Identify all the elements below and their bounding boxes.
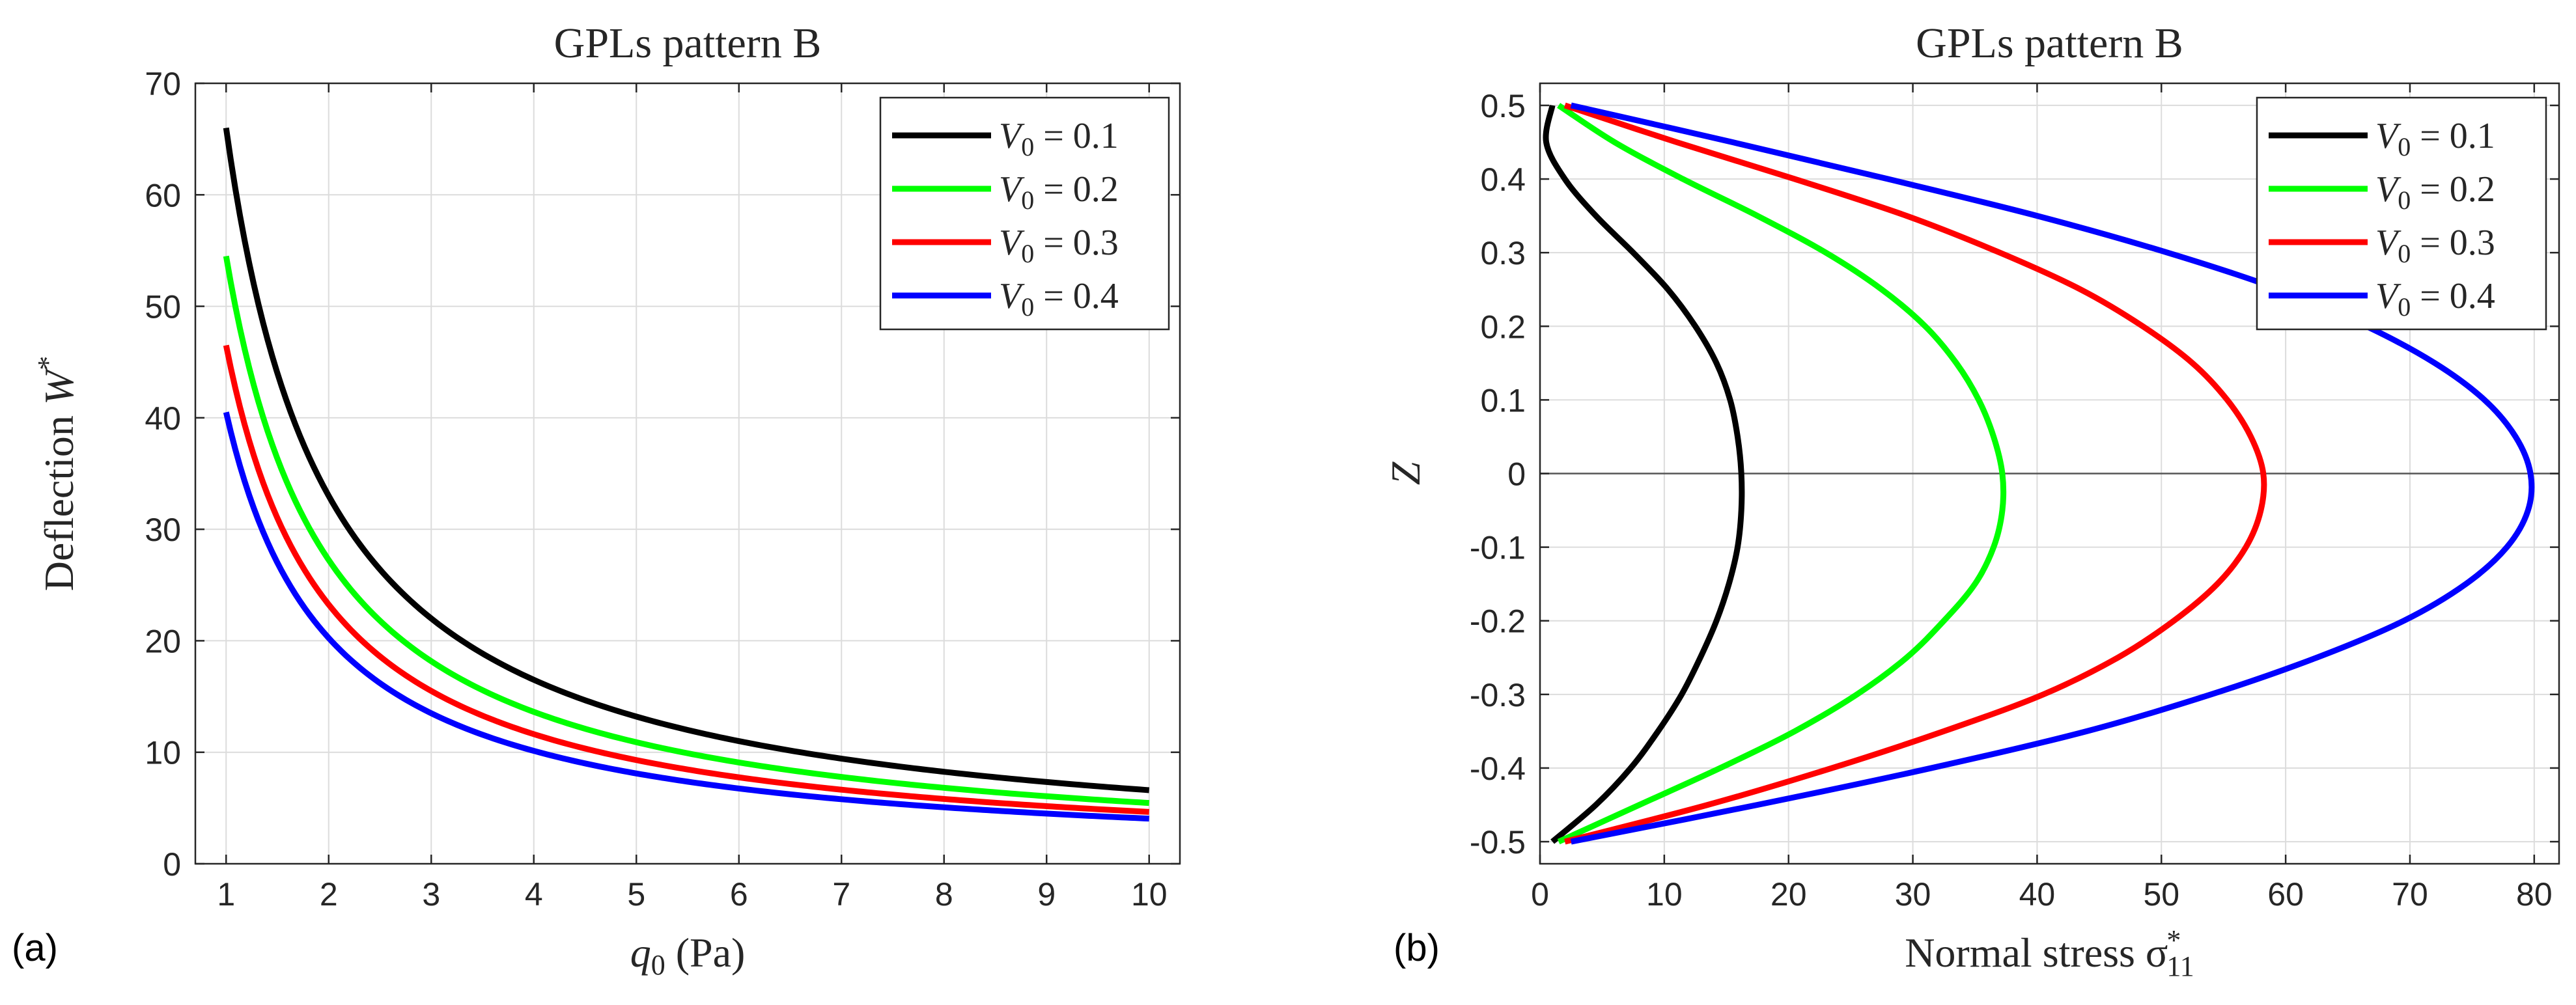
y-tick-label: 50 — [145, 289, 181, 325]
x-tick-label: 60 — [2267, 876, 2304, 913]
legend-label: V0 = 0.4 — [999, 276, 1119, 322]
chart-b: 0 10 20 30 40 50 60 70 80 0.5 0.4 0.3 0.2 0.1 0 -0.1 -0.… — [1382, 20, 2560, 982]
y-tick-label: 10 — [145, 735, 181, 771]
y-tick-label: 0.5 — [1480, 88, 1526, 124]
x-axis-label: q0 (Pa) — [630, 929, 746, 981]
x-tick-label: 10 — [1646, 876, 1683, 913]
panel-label-b: (b) — [1393, 927, 1440, 969]
x-tick-label: 20 — [1771, 876, 1807, 913]
x-tick-label: 9 — [1037, 876, 1056, 913]
legend: V0 = 0.1 V0 = 0.2 V0 = 0.3 V0 = 0.4 — [2256, 96, 2547, 331]
y-tick-label: 0.2 — [1480, 309, 1526, 345]
y-tick-label: 0.3 — [1480, 235, 1526, 271]
x-tick-label: 1 — [217, 876, 235, 913]
y-tick-label: 0 — [163, 846, 181, 883]
y-tick-label: 30 — [145, 512, 181, 548]
y-tick-label: -0.5 — [1470, 824, 1526, 860]
series-line-v0-04 — [223, 411, 1149, 822]
series-line-v0-03 — [1563, 102, 2267, 845]
legend: V0 = 0.1 V0 = 0.2 V0 = 0.3 V0 = 0.4 — [879, 96, 1170, 331]
x-axis-label: Normal stress σ* 11 — [1905, 924, 2194, 982]
y-tick-label: 0.4 — [1480, 161, 1526, 198]
y-axis-label: Deflection W* — [32, 356, 82, 591]
series-line-v0-01 — [223, 127, 1150, 793]
legend-label: V0 = 0.2 — [999, 169, 1119, 215]
legend-label: V0 = 0.3 — [2375, 223, 2495, 268]
x-tick-label: 80 — [2516, 876, 2553, 913]
y-tick-label: 0 — [1507, 456, 1526, 493]
legend-label: V0 = 0.4 — [2375, 276, 2495, 322]
legend-label: V0 = 0.3 — [999, 223, 1119, 268]
x-tick-label: 4 — [525, 876, 543, 913]
chart-title: GPLs pattern B — [1916, 20, 2183, 67]
series-line-v0-04 — [1570, 102, 2535, 845]
y-tick-label: 60 — [145, 177, 181, 213]
x-tick-label: 8 — [935, 876, 953, 913]
y-tick-label: -0.2 — [1470, 603, 1526, 640]
y-tick-label: 0.1 — [1480, 382, 1526, 419]
x-tick-label: 40 — [2019, 876, 2056, 913]
axes-box — [194, 82, 1181, 865]
x-tick-label: 30 — [1895, 876, 1931, 913]
legend-label: V0 = 0.1 — [999, 116, 1119, 161]
x-tick-label: 10 — [1131, 876, 1168, 913]
x-tick-label: 7 — [832, 876, 850, 913]
x-tick-label: 3 — [422, 876, 440, 913]
legend-label: V0 = 0.2 — [2375, 169, 2495, 215]
y-axis-label: Z — [1382, 461, 1429, 485]
series-line-v0-02 — [223, 255, 1150, 806]
x-tick-label: 6 — [730, 876, 748, 913]
y-tick-label: 70 — [145, 66, 181, 102]
y-tick-label: -0.4 — [1470, 750, 1526, 787]
x-tick-label: 50 — [2143, 876, 2179, 913]
x-tick-label: 70 — [2392, 876, 2428, 913]
y-tick-label: 20 — [145, 623, 181, 659]
legend-label: V0 = 0.1 — [2375, 116, 2495, 161]
chart-title: GPLs pattern B — [554, 20, 822, 67]
panel-label-a: (a) — [12, 927, 58, 969]
y-tick-label: -0.1 — [1470, 530, 1526, 566]
x-tick-label: 2 — [320, 876, 338, 913]
y-tick-label: 40 — [145, 400, 181, 437]
y-tick-label: -0.3 — [1470, 677, 1526, 713]
chart-a: 1 2 3 4 5 6 7 8 9 10 0 10 20 30 40 50 60 70 GPLs pattern B… — [32, 20, 1181, 981]
series-line-v0-03 — [223, 344, 1149, 815]
series-line-v0-01 — [1543, 104, 1745, 844]
x-tick-label: 0 — [1531, 876, 1549, 913]
x-tick-label: 5 — [627, 876, 645, 913]
series-line-v0-02 — [1557, 103, 2007, 845]
